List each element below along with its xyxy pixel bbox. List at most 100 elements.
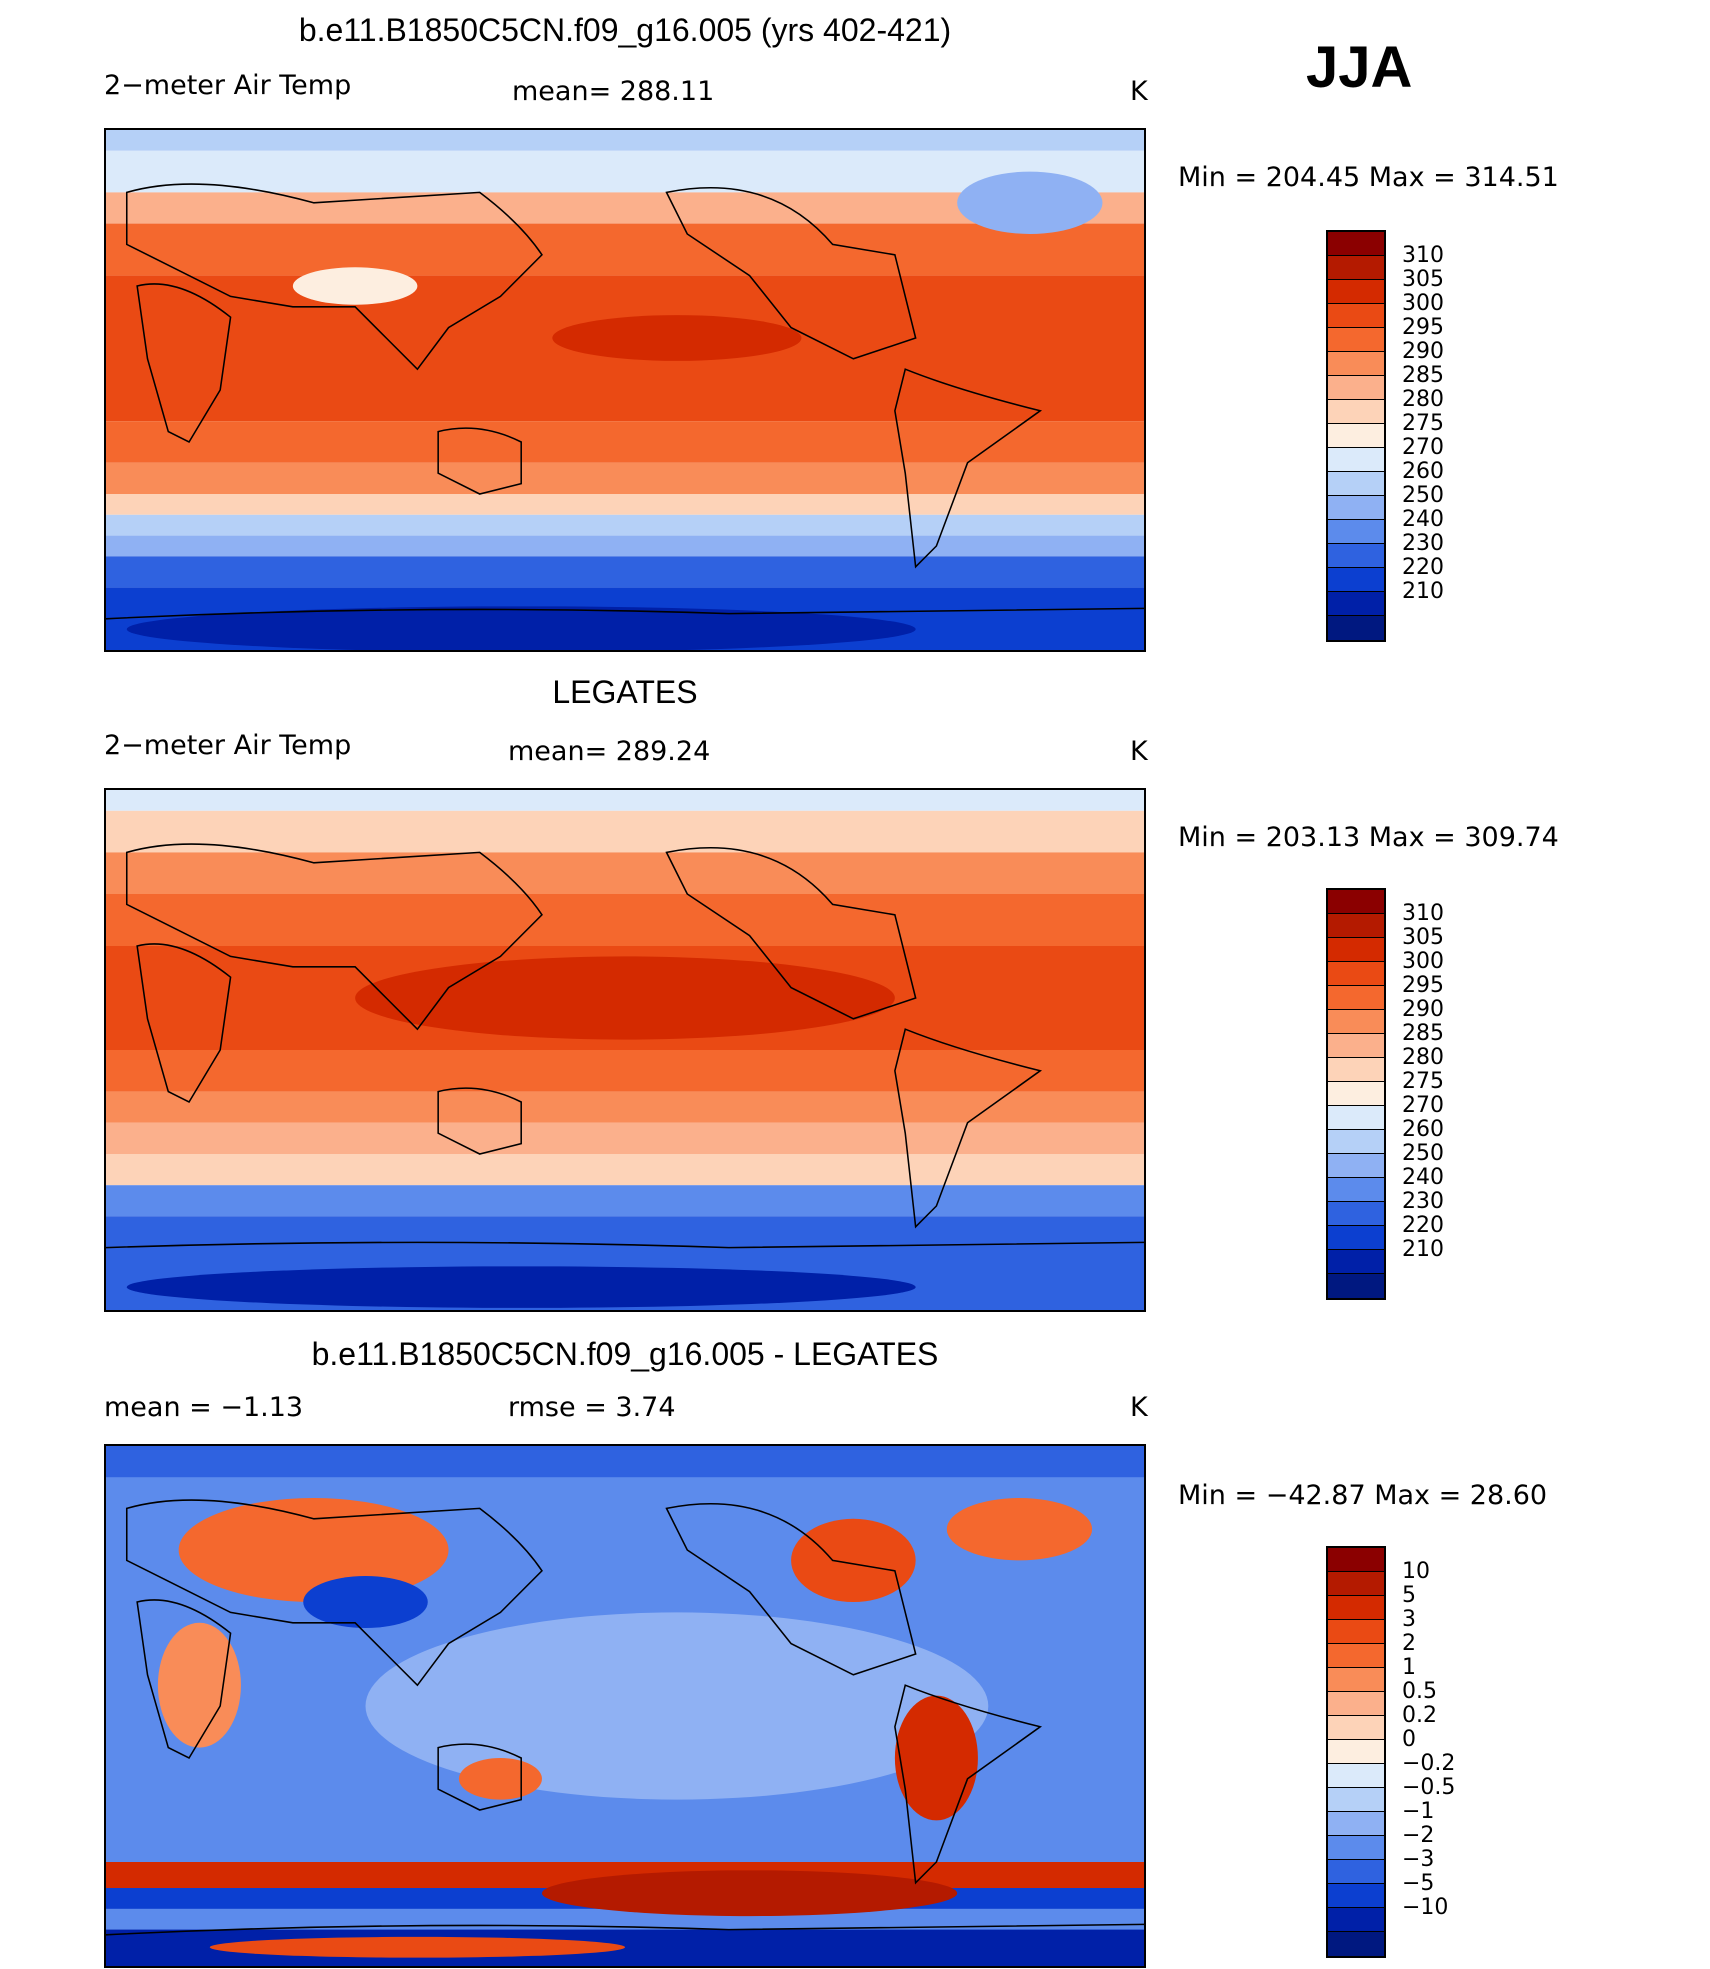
colorbar-tick-label: 10 — [1402, 1559, 1430, 1584]
colorbar-tick-label: 240 — [1402, 507, 1444, 532]
colorbar-segment — [1328, 568, 1384, 592]
colorbar-segment — [1328, 352, 1384, 376]
panel-3-mean: mean = −1.13 — [104, 1392, 304, 1423]
colorbar-tick-label: 270 — [1402, 435, 1444, 460]
colorbar-tick-label: 220 — [1402, 1213, 1444, 1238]
colorbar-tick-label: 230 — [1402, 531, 1444, 556]
colorbar-segment — [1328, 328, 1384, 352]
season-label: JJA — [1306, 35, 1413, 100]
colorbar-segment — [1328, 376, 1384, 400]
colorbar-segment — [1328, 520, 1384, 544]
colorbar-segment — [1328, 616, 1384, 640]
colorbar-tick-label: 280 — [1402, 387, 1444, 412]
colorbar-segment — [1328, 1130, 1384, 1154]
colorbar-tick-label: −3 — [1402, 1847, 1435, 1872]
panel-2-map — [104, 788, 1146, 1312]
colorbar-tick-label: 285 — [1402, 363, 1444, 388]
colorbar-tick-label: 260 — [1402, 459, 1444, 484]
panel-2-minmax: Min = 203.13 Max = 309.74 — [1178, 822, 1559, 853]
colorbar-segment — [1328, 1178, 1384, 1202]
panel-1-units: K — [1130, 76, 1148, 107]
colorbar-tick-label: 2 — [1402, 1631, 1416, 1656]
colorbar-segment — [1328, 232, 1384, 256]
colorbar-segment — [1328, 1716, 1384, 1740]
colorbar-segment — [1328, 1058, 1384, 1082]
colorbar-segment — [1328, 914, 1384, 938]
colorbar-tick-label: 300 — [1402, 291, 1444, 316]
colorbar-tick-label: 290 — [1402, 339, 1444, 364]
colorbar-tick-label: 310 — [1402, 901, 1444, 926]
colorbar-segment — [1328, 1620, 1384, 1644]
panel-3-units: K — [1130, 1392, 1148, 1423]
colorbar-segment — [1328, 424, 1384, 448]
panel-1-mean: mean= 288.11 — [512, 76, 715, 107]
colorbar-tick-label: 295 — [1402, 315, 1444, 340]
colorbar-tick-label: −5 — [1402, 1871, 1435, 1896]
colorbar-tick-label: 280 — [1402, 1045, 1444, 1070]
colorbar-segment — [1328, 1034, 1384, 1058]
colorbar-tick-label: −0.2 — [1402, 1751, 1456, 1776]
colorbar-tick-label: 295 — [1402, 973, 1444, 998]
colorbar-segment — [1328, 1668, 1384, 1692]
colorbar-segment — [1328, 1274, 1384, 1298]
colorbar-segment — [1328, 256, 1384, 280]
panel-2-colorbar — [1326, 888, 1386, 1300]
colorbar-tick-label: 0 — [1402, 1727, 1416, 1752]
colorbar-tick-label: −0.5 — [1402, 1775, 1456, 1800]
panel-2-mean: mean= 289.24 — [508, 736, 711, 767]
colorbar-segment — [1328, 1860, 1384, 1884]
colorbar-segment — [1328, 1812, 1384, 1836]
colorbar-tick-label: 260 — [1402, 1117, 1444, 1142]
colorbar-segment — [1328, 1740, 1384, 1764]
panel-1-title: b.e11.B1850C5CN.f09_g16.005 (yrs 402-421… — [298, 12, 952, 48]
colorbar-tick-label: 300 — [1402, 949, 1444, 974]
colorbar-segment — [1328, 962, 1384, 986]
colorbar-segment — [1328, 544, 1384, 568]
colorbar-tick-label: 0.2 — [1402, 1703, 1437, 1728]
panel-1-colorbar — [1326, 230, 1386, 642]
colorbar-segment — [1328, 472, 1384, 496]
colorbar-segment — [1328, 1692, 1384, 1716]
colorbar-segment — [1328, 448, 1384, 472]
colorbar-segment — [1328, 304, 1384, 328]
colorbar-segment — [1328, 1250, 1384, 1274]
colorbar-segment — [1328, 1764, 1384, 1788]
colorbar-segment — [1328, 400, 1384, 424]
colorbar-tick-label: 285 — [1402, 1021, 1444, 1046]
colorbar-segment — [1328, 938, 1384, 962]
panel-2-map-graphic — [106, 790, 1144, 1310]
panel-3-rmse: rmse = 3.74 — [508, 1392, 676, 1423]
colorbar-tick-label: −1 — [1402, 1799, 1435, 1824]
colorbar-tick-label: −10 — [1402, 1895, 1449, 1920]
colorbar-tick-label: 305 — [1402, 267, 1444, 292]
panel-1-map — [104, 128, 1146, 652]
panel-3-colorbar — [1326, 1546, 1386, 1958]
colorbar-segment — [1328, 1596, 1384, 1620]
colorbar-segment — [1328, 1226, 1384, 1250]
colorbar-tick-label: 3 — [1402, 1607, 1416, 1632]
colorbar-tick-label: 220 — [1402, 555, 1444, 580]
colorbar-tick-label: 210 — [1402, 579, 1444, 604]
colorbar-tick-label: 1 — [1402, 1655, 1416, 1680]
colorbar-tick-label: 5 — [1402, 1583, 1416, 1608]
colorbar-segment — [1328, 1106, 1384, 1130]
colorbar-tick-label: 250 — [1402, 483, 1444, 508]
colorbar-segment — [1328, 1082, 1384, 1106]
panel-3-title: b.e11.B1850C5CN.f09_g16.005 - LEGATES — [311, 1336, 939, 1372]
panel-1-map-graphic — [106, 130, 1144, 650]
panel-3-map — [104, 1444, 1146, 1968]
colorbar-segment — [1328, 280, 1384, 304]
colorbar-segment — [1328, 1644, 1384, 1668]
colorbar-segment — [1328, 1788, 1384, 1812]
panel-2-variable: 2−meter Air Temp — [104, 730, 352, 761]
colorbar-tick-label: 240 — [1402, 1165, 1444, 1190]
panel-3-map-graphic — [106, 1446, 1144, 1966]
panel-1-minmax: Min = 204.45 Max = 314.51 — [1178, 162, 1559, 193]
colorbar-segment — [1328, 1154, 1384, 1178]
colorbar-segment — [1328, 1202, 1384, 1226]
panel-2-title: LEGATES — [552, 674, 698, 710]
colorbar-tick-label: 290 — [1402, 997, 1444, 1022]
colorbar-segment — [1328, 890, 1384, 914]
colorbar-segment — [1328, 1908, 1384, 1932]
colorbar-tick-label: 275 — [1402, 411, 1444, 436]
